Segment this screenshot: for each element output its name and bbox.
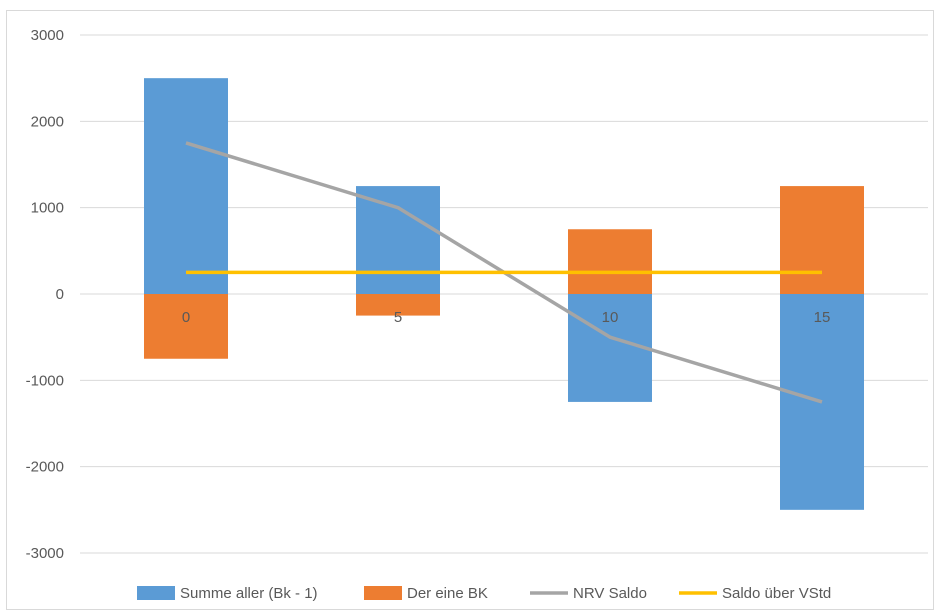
x-category-label: 5	[394, 309, 402, 326]
y-tick-label: 0	[56, 286, 64, 303]
bar-der-eine-bk	[144, 294, 228, 359]
x-category-label: 15	[814, 309, 831, 326]
legend-label: Summe aller (Bk - 1)	[180, 585, 318, 602]
bar-der-eine-bk	[780, 186, 864, 294]
series-lines	[185, 141, 823, 404]
x-category-label: 0	[182, 309, 190, 326]
bar-summe-aller-bk-1	[356, 186, 440, 294]
legend-swatch	[364, 586, 402, 600]
y-tick-label: -1000	[26, 372, 64, 389]
bar-summe-aller-bk-1	[568, 294, 652, 402]
bar-der-eine-bk	[568, 229, 652, 294]
y-tick-label: 3000	[31, 27, 64, 44]
x-category-label: 10	[602, 309, 619, 326]
legend-swatch	[137, 586, 175, 600]
y-tick-label: -3000	[26, 545, 64, 562]
bars	[144, 78, 864, 510]
axis-labels: 3000 2000 1000 0 -1000 -2000 -3000 0 5 10 15	[26, 27, 831, 562]
legend-label: NRV Saldo	[573, 585, 647, 602]
legend-label: Saldo über VStd	[722, 585, 831, 602]
bar-summe-aller-bk-1	[144, 78, 228, 295]
y-tick-label: -2000	[26, 459, 64, 476]
y-tick-label: 2000	[31, 113, 64, 130]
legend: Summe aller (Bk - 1) Der eine BK NRV Saldo…	[137, 585, 831, 602]
legend-label: Der eine BK	[407, 585, 488, 602]
chart-frame	[6, 10, 934, 610]
bar-der-eine-bk	[356, 294, 440, 316]
y-tick-label: 1000	[31, 200, 64, 217]
